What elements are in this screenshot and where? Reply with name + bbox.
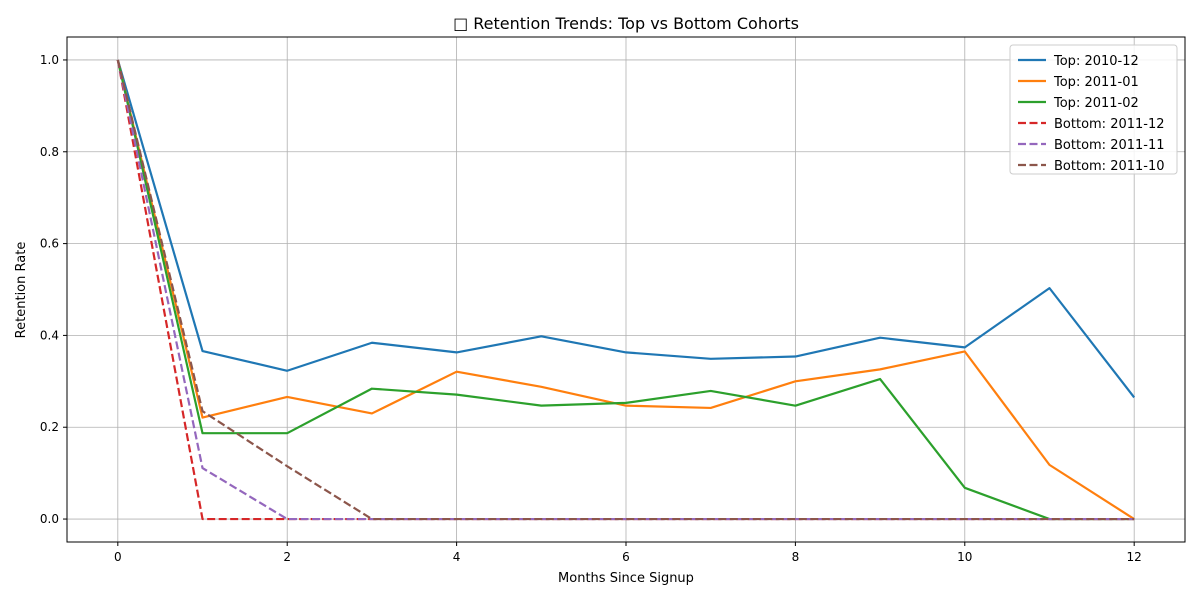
x-tick-label: 12 [1127, 550, 1142, 564]
series-line-0 [116, 59, 1136, 399]
x-axis-ticks: 0 2 4 6 8 10 12 [114, 542, 1142, 564]
x-tick-label: 10 [957, 550, 972, 564]
legend-label: Bottom: 2011-10 [1054, 159, 1165, 174]
legend-label: Bottom: 2011-12 [1054, 117, 1165, 132]
legend-label: Top: 2010-12 [1053, 54, 1139, 69]
legend-label: Top: 2011-02 [1053, 96, 1139, 111]
x-tick-label: 6 [622, 550, 630, 564]
chart-title: □ Retention Trends: Top vs Bottom Cohort… [453, 14, 799, 33]
series-line-1 [116, 59, 1135, 520]
y-axis-ticks: 0.0 0.2 0.4 0.6 0.8 1.0 [40, 53, 67, 526]
legend-label: Bottom: 2011-11 [1054, 138, 1165, 153]
y-tick-label: 0.2 [40, 420, 59, 434]
series-line-4 [116, 59, 1135, 521]
grid [67, 37, 1185, 542]
x-tick-label: 2 [283, 550, 291, 564]
series-lines [116, 59, 1136, 521]
legend: Top: 2010-12 Top: 2011-01 Top: 2011-02 Bott… [1009, 44, 1178, 175]
series-line-2 [116, 59, 1135, 521]
y-tick-label: 0.6 [40, 237, 59, 251]
plot-frame [66, 36, 1186, 543]
x-tick-label: 8 [792, 550, 800, 564]
y-tick-label: 0.8 [40, 145, 59, 159]
legend-box [1009, 44, 1178, 175]
y-tick-label: 0.0 [40, 512, 59, 526]
x-axis-label: Months Since Signup [558, 571, 694, 586]
y-tick-label: 0.4 [40, 328, 59, 342]
series-line-5 [116, 59, 1135, 521]
x-tick-label: 0 [114, 550, 122, 564]
x-tick-label: 4 [453, 550, 461, 564]
y-tick-label: 1.0 [40, 53, 59, 67]
legend-label: Top: 2011-01 [1053, 75, 1139, 90]
y-axis-label: Retention Rate [14, 242, 29, 339]
